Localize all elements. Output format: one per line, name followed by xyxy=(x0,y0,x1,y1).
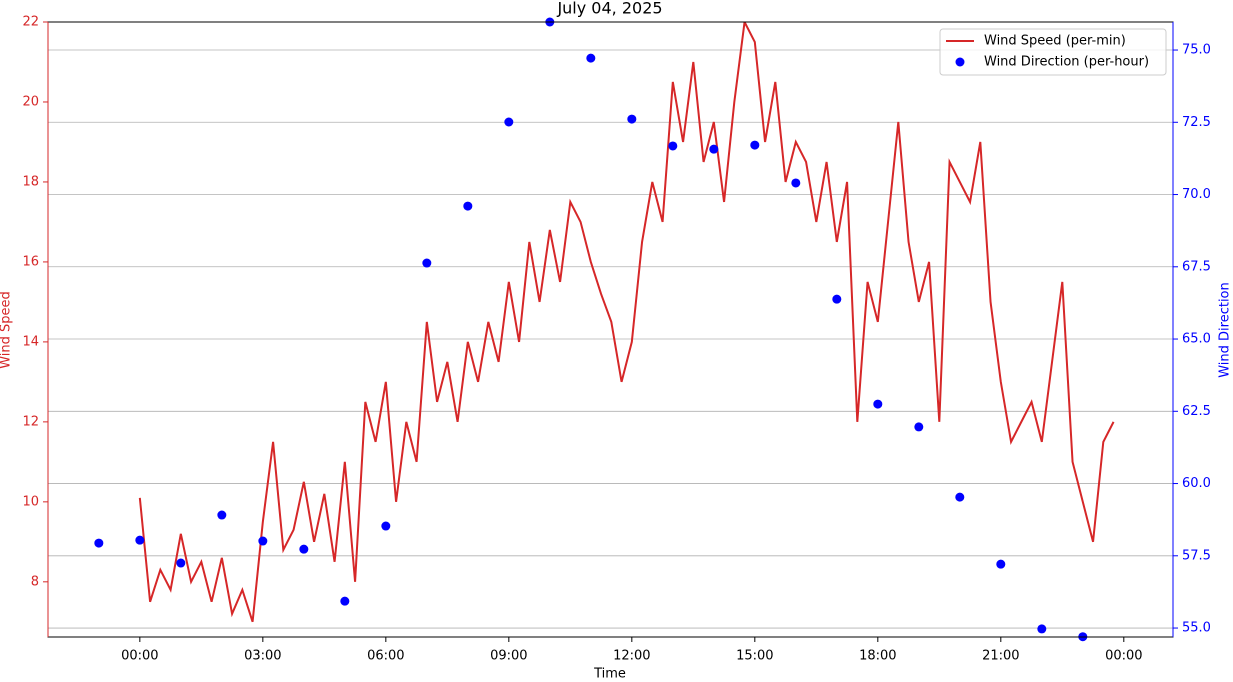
wind-direction-point xyxy=(94,538,104,548)
wind-speed-line xyxy=(138,22,1115,623)
x-tick-label: 12:00 xyxy=(613,649,650,664)
x-tick-label: 00:00 xyxy=(1105,649,1142,664)
wind-direction-point xyxy=(709,144,719,154)
wind-direction-point xyxy=(873,399,883,409)
y2-axis-label: Wind Direction xyxy=(1218,282,1233,378)
y2-tick-label: 70.0 xyxy=(1182,187,1211,202)
wind-direction-point xyxy=(135,535,145,545)
wind-direction-point xyxy=(832,294,842,304)
chart-title: July 04, 2025 xyxy=(556,0,662,18)
plot-area xyxy=(138,22,1115,623)
y-tick-label: 22 xyxy=(22,15,39,30)
y-tick-label: 20 xyxy=(22,94,39,109)
wind-direction-point xyxy=(750,140,760,150)
x-tick-label: 18:00 xyxy=(859,649,896,664)
y2-tick-label: 55.0 xyxy=(1182,621,1211,636)
legend-label: Wind Direction (per-hour) xyxy=(984,55,1149,70)
wind-direction-point xyxy=(586,53,596,63)
y2-tick-label: 67.5 xyxy=(1182,259,1211,274)
plot-frame xyxy=(47,21,1174,638)
y-tick-label: 12 xyxy=(22,414,39,429)
x-axis-label: Time xyxy=(593,667,626,682)
wind-direction-point xyxy=(627,114,637,124)
y2-tick-label: 65.0 xyxy=(1182,332,1211,347)
y-axis-label: Wind Speed xyxy=(0,291,14,369)
y2-tick-label: 60.0 xyxy=(1182,476,1211,491)
legend-box xyxy=(939,28,1167,76)
x-tick-label: 09:00 xyxy=(490,649,527,664)
wind-direction-point xyxy=(299,544,309,554)
y-tick-label: 8 xyxy=(31,574,39,589)
wind-direction-point xyxy=(258,536,268,546)
x-tick-label: 21:00 xyxy=(982,649,1019,664)
wind-direction-point xyxy=(217,510,227,520)
y2-tick-label: 75.0 xyxy=(1182,43,1211,58)
y2-tick-label: 57.5 xyxy=(1182,548,1211,563)
x-tick-label: 15:00 xyxy=(736,649,773,664)
wind-direction-point xyxy=(668,141,678,151)
legend-label: Wind Speed (per-min) xyxy=(984,34,1126,49)
x-tick-label: 03:00 xyxy=(244,649,281,664)
wind-direction-point xyxy=(422,258,432,268)
y2-tick-label: 62.5 xyxy=(1182,404,1211,419)
legend-swatch xyxy=(955,57,965,67)
x-tick-label: 00:00 xyxy=(121,649,158,664)
wind-direction-point xyxy=(791,178,801,188)
wind-direction-point xyxy=(176,558,186,568)
x-tick-label: 06:00 xyxy=(367,649,404,664)
y-tick-label: 16 xyxy=(22,254,39,269)
wind-direction-point xyxy=(340,596,350,606)
wind-direction-point xyxy=(381,521,391,531)
wind-direction-point xyxy=(955,492,965,502)
wind-direction-point xyxy=(996,559,1006,569)
y-tick-label: 10 xyxy=(22,494,39,509)
wind-direction-point xyxy=(914,422,924,432)
wind-direction-point xyxy=(1037,624,1047,634)
y-tick-label: 14 xyxy=(22,334,39,349)
wind-direction-point xyxy=(463,201,473,211)
y2-tick-label: 72.5 xyxy=(1182,115,1211,130)
y-tick-label: 18 xyxy=(22,174,39,189)
wind-direction-point xyxy=(504,117,514,127)
